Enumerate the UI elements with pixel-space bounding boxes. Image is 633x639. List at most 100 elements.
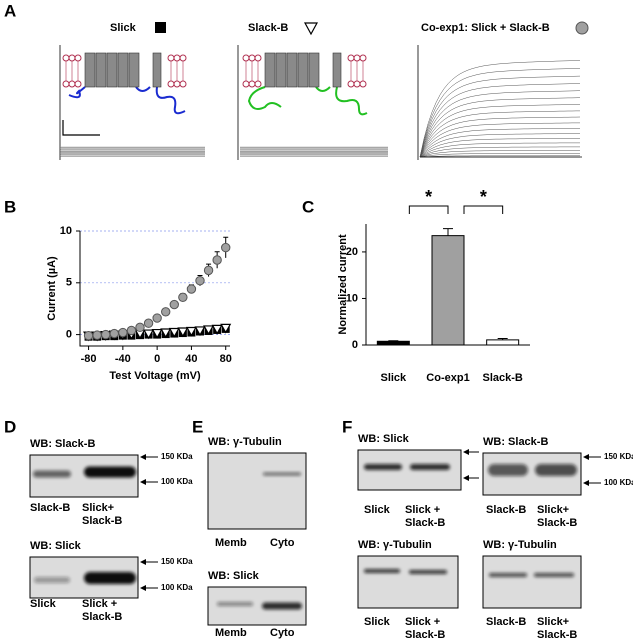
blot-title: WB: Slick	[208, 570, 260, 582]
lane-label: Slick +	[405, 616, 440, 628]
trace-title: Co-exp1: Slick + Slack-B	[421, 22, 550, 34]
symbol-triangle	[303, 22, 319, 36]
helix	[84, 52, 96, 88]
lipid-head	[173, 80, 181, 88]
point	[203, 325, 215, 336]
trace	[419, 155, 580, 158]
band	[84, 572, 136, 584]
x-tick-label: 80	[220, 353, 232, 365]
lane-label: Cyto	[270, 537, 295, 549]
point	[109, 328, 119, 339]
error-bar	[443, 228, 453, 236]
lane-label: Memb	[215, 627, 247, 639]
band	[217, 602, 253, 606]
size-marker: 100 KDa	[161, 477, 193, 486]
symbol-square	[155, 22, 166, 33]
lipid-head	[353, 54, 361, 62]
trace	[419, 104, 581, 158]
lane-label: Slack-B	[486, 616, 526, 628]
panel-label: B	[4, 197, 16, 216]
lipid-head	[242, 80, 250, 88]
lane-label: Memb	[215, 537, 247, 549]
bar	[431, 235, 465, 346]
y-tick-label: 20	[346, 246, 358, 258]
trace	[419, 142, 580, 158]
lipid-head	[167, 54, 175, 62]
point	[143, 329, 155, 340]
trace	[419, 116, 581, 158]
size-marker: 100 KDa	[161, 583, 193, 592]
point	[152, 313, 162, 323]
band	[84, 466, 136, 478]
lipid-head	[248, 80, 256, 88]
lane-label: Slick +	[82, 598, 117, 610]
point	[185, 326, 197, 337]
size-marker: 150 KDa	[161, 557, 193, 566]
lane-label: Slack-B	[537, 629, 577, 639]
x-tick-label: -40	[115, 353, 131, 365]
lane-label: Slack-B	[537, 517, 577, 529]
x-tick-label: Co-exp1	[426, 372, 469, 384]
band	[534, 573, 574, 577]
point	[195, 276, 205, 286]
blot	[207, 452, 307, 530]
lane-label: Slack-B	[82, 515, 122, 527]
lipid-head	[179, 80, 187, 88]
y-axis-label: Current (µA)	[46, 256, 58, 321]
point	[135, 322, 145, 333]
trace-title: Slick	[110, 22, 137, 34]
lipid-head	[179, 54, 187, 62]
x-tick-label: -80	[81, 353, 97, 365]
point	[177, 327, 189, 338]
trace	[419, 128, 580, 158]
lane-label: Slack-B	[486, 504, 526, 516]
y-axis-label: Normalized current	[337, 234, 349, 335]
helix	[286, 52, 298, 88]
helix	[117, 52, 129, 88]
helix	[106, 52, 118, 88]
symbol-circle	[575, 21, 589, 35]
lane-label: Slick +	[405, 504, 440, 516]
blot-title: WB: Slack-B	[483, 436, 548, 448]
annotation: *	[480, 187, 487, 207]
trace	[419, 153, 580, 158]
band	[489, 573, 527, 577]
blot	[482, 555, 582, 609]
blot	[357, 555, 459, 609]
point	[151, 328, 163, 339]
trace	[419, 83, 581, 158]
point	[118, 327, 128, 338]
point	[92, 330, 102, 340]
lane-label: Slick+	[537, 616, 569, 628]
point	[143, 318, 154, 328]
lipid-head	[359, 54, 367, 62]
point	[186, 284, 197, 294]
point	[169, 299, 179, 310]
x-tick-label: Slack-B	[482, 372, 522, 384]
trace	[419, 68, 581, 158]
trace-title: Slack-B	[248, 22, 288, 34]
band	[535, 464, 577, 476]
bracket	[408, 205, 449, 214]
lane-label: Slick+	[82, 502, 114, 514]
lane-label: Slick	[30, 598, 57, 610]
blot-title: WB: γ-Tubulin	[358, 539, 432, 551]
point	[220, 323, 232, 334]
band	[488, 464, 528, 476]
bar	[486, 339, 520, 346]
point	[83, 330, 94, 341]
trace	[419, 122, 580, 158]
lipid-head	[74, 80, 82, 88]
band	[34, 577, 70, 583]
lane-label: Slick	[364, 504, 391, 516]
trace	[419, 133, 580, 158]
x-tick-label: 0	[154, 353, 160, 365]
band	[33, 470, 71, 478]
axes	[79, 231, 230, 347]
lane-label: Slick+	[537, 504, 569, 516]
point	[101, 329, 111, 340]
panel-label: A	[4, 1, 16, 20]
band	[409, 570, 447, 574]
bracket	[463, 205, 504, 214]
